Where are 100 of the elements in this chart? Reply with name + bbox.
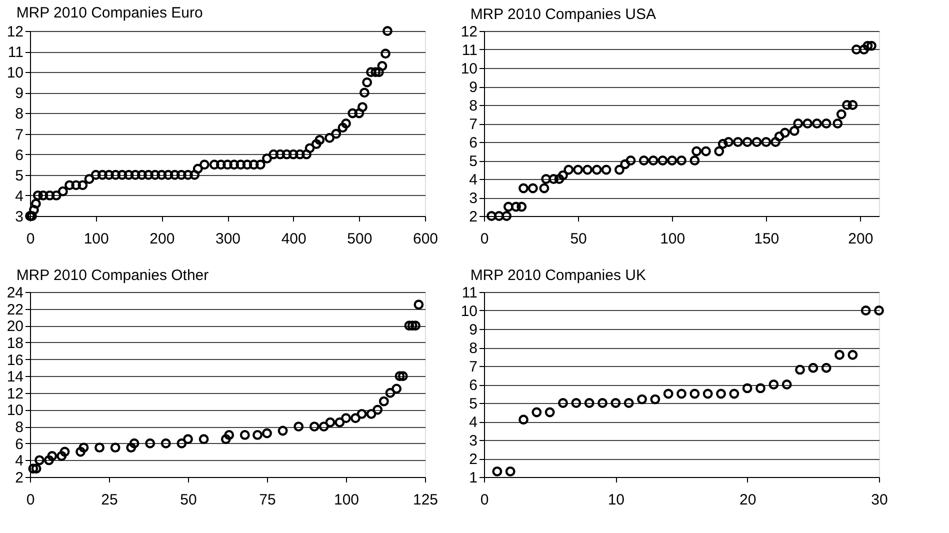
- x-tick-label: 100: [334, 492, 360, 508]
- point: [505, 466, 516, 476]
- point: [558, 398, 568, 408]
- point: [782, 380, 792, 390]
- y-tick-label: 9: [15, 85, 24, 102]
- point: [718, 138, 728, 149]
- x-tick-label: 400: [281, 230, 306, 248]
- point: [31, 464, 42, 474]
- x-tick-label: 0: [480, 492, 489, 508]
- point: [356, 408, 367, 419]
- y-tick-label: 7: [469, 116, 478, 133]
- point: [700, 146, 711, 156]
- point: [494, 211, 504, 221]
- point: [378, 396, 389, 406]
- point: [262, 428, 272, 438]
- x-tick-label: 50: [570, 230, 587, 248]
- y-tick-label: 9: [469, 79, 478, 96]
- point: [592, 164, 602, 175]
- y-tick-label: 2: [469, 451, 478, 468]
- point: [558, 170, 568, 180]
- point: [774, 131, 784, 142]
- point: [729, 388, 740, 399]
- y-tick-label: 20: [6, 318, 24, 336]
- point: [56, 451, 67, 461]
- y-tick-label: 14: [6, 368, 24, 386]
- point: [761, 137, 772, 147]
- y-tick-label: 4: [469, 414, 478, 431]
- point: [793, 118, 804, 128]
- point: [650, 394, 660, 404]
- y-tick-label: 5: [469, 396, 478, 412]
- y-tick-label: 10: [6, 64, 24, 82]
- point: [47, 451, 58, 461]
- x-tick-label: 25: [101, 492, 118, 508]
- point: [407, 320, 418, 331]
- chart-title: MRP 2010 Companies Other: [16, 267, 209, 284]
- point: [624, 398, 634, 408]
- point: [516, 202, 527, 212]
- y-tick-label: 24: [6, 284, 24, 302]
- point: [76, 446, 86, 457]
- y-tick-label: 3: [469, 190, 478, 207]
- point: [598, 398, 608, 408]
- chart-title: MRP 2010 Companies Euro: [16, 4, 203, 22]
- point: [690, 388, 700, 399]
- point: [398, 371, 408, 382]
- x-tick-label: 200: [848, 230, 874, 248]
- point: [742, 137, 752, 147]
- x-tick-label: 0: [26, 492, 35, 508]
- point: [145, 438, 156, 448]
- point: [126, 442, 136, 453]
- point: [756, 383, 766, 394]
- y-tick-label: 2: [469, 208, 478, 226]
- y-tick-label: 3: [469, 432, 478, 450]
- y-tick-label: 12: [6, 24, 24, 40]
- point: [780, 128, 790, 138]
- point: [690, 156, 700, 166]
- point: [404, 320, 414, 331]
- y-tick-label: 8: [15, 419, 24, 436]
- y-tick-label: 3: [15, 208, 24, 226]
- y-tick-label: 4: [15, 188, 24, 205]
- point: [518, 414, 528, 425]
- y-tick-label: 9: [469, 322, 478, 338]
- y-tick-label: 7: [15, 126, 24, 144]
- y-tick-label: 2: [15, 470, 24, 486]
- point: [294, 422, 304, 432]
- point: [28, 464, 38, 474]
- point: [614, 164, 624, 175]
- point: [532, 407, 542, 418]
- y-tick-label: 6: [469, 377, 478, 394]
- point: [858, 44, 869, 54]
- point: [503, 202, 514, 212]
- point: [554, 174, 564, 184]
- point: [866, 40, 876, 51]
- point: [224, 430, 234, 440]
- y-tick-label: 5: [469, 153, 478, 170]
- point: [341, 413, 351, 424]
- point: [742, 383, 752, 394]
- chart-title: MRP 2010 Companies USA: [470, 6, 656, 23]
- x-tick-label: 30: [871, 492, 888, 508]
- point: [220, 434, 231, 444]
- y-tick-label: 22: [6, 301, 24, 318]
- point: [663, 388, 674, 399]
- point: [528, 183, 538, 194]
- point: [518, 183, 528, 194]
- point: [385, 388, 396, 398]
- point: [862, 40, 873, 51]
- point: [350, 413, 360, 424]
- point: [716, 388, 726, 399]
- point: [240, 430, 250, 440]
- point: [724, 137, 734, 147]
- point: [692, 146, 702, 156]
- x-tick-label: 300: [215, 230, 241, 248]
- point: [676, 388, 686, 399]
- point: [808, 362, 818, 373]
- point: [366, 408, 376, 419]
- x-tick-label: 125: [412, 492, 438, 508]
- point: [676, 156, 686, 166]
- x-tick-label: 0: [480, 230, 489, 248]
- point: [832, 118, 843, 128]
- point: [176, 438, 187, 448]
- y-tick-label: 10: [6, 402, 24, 420]
